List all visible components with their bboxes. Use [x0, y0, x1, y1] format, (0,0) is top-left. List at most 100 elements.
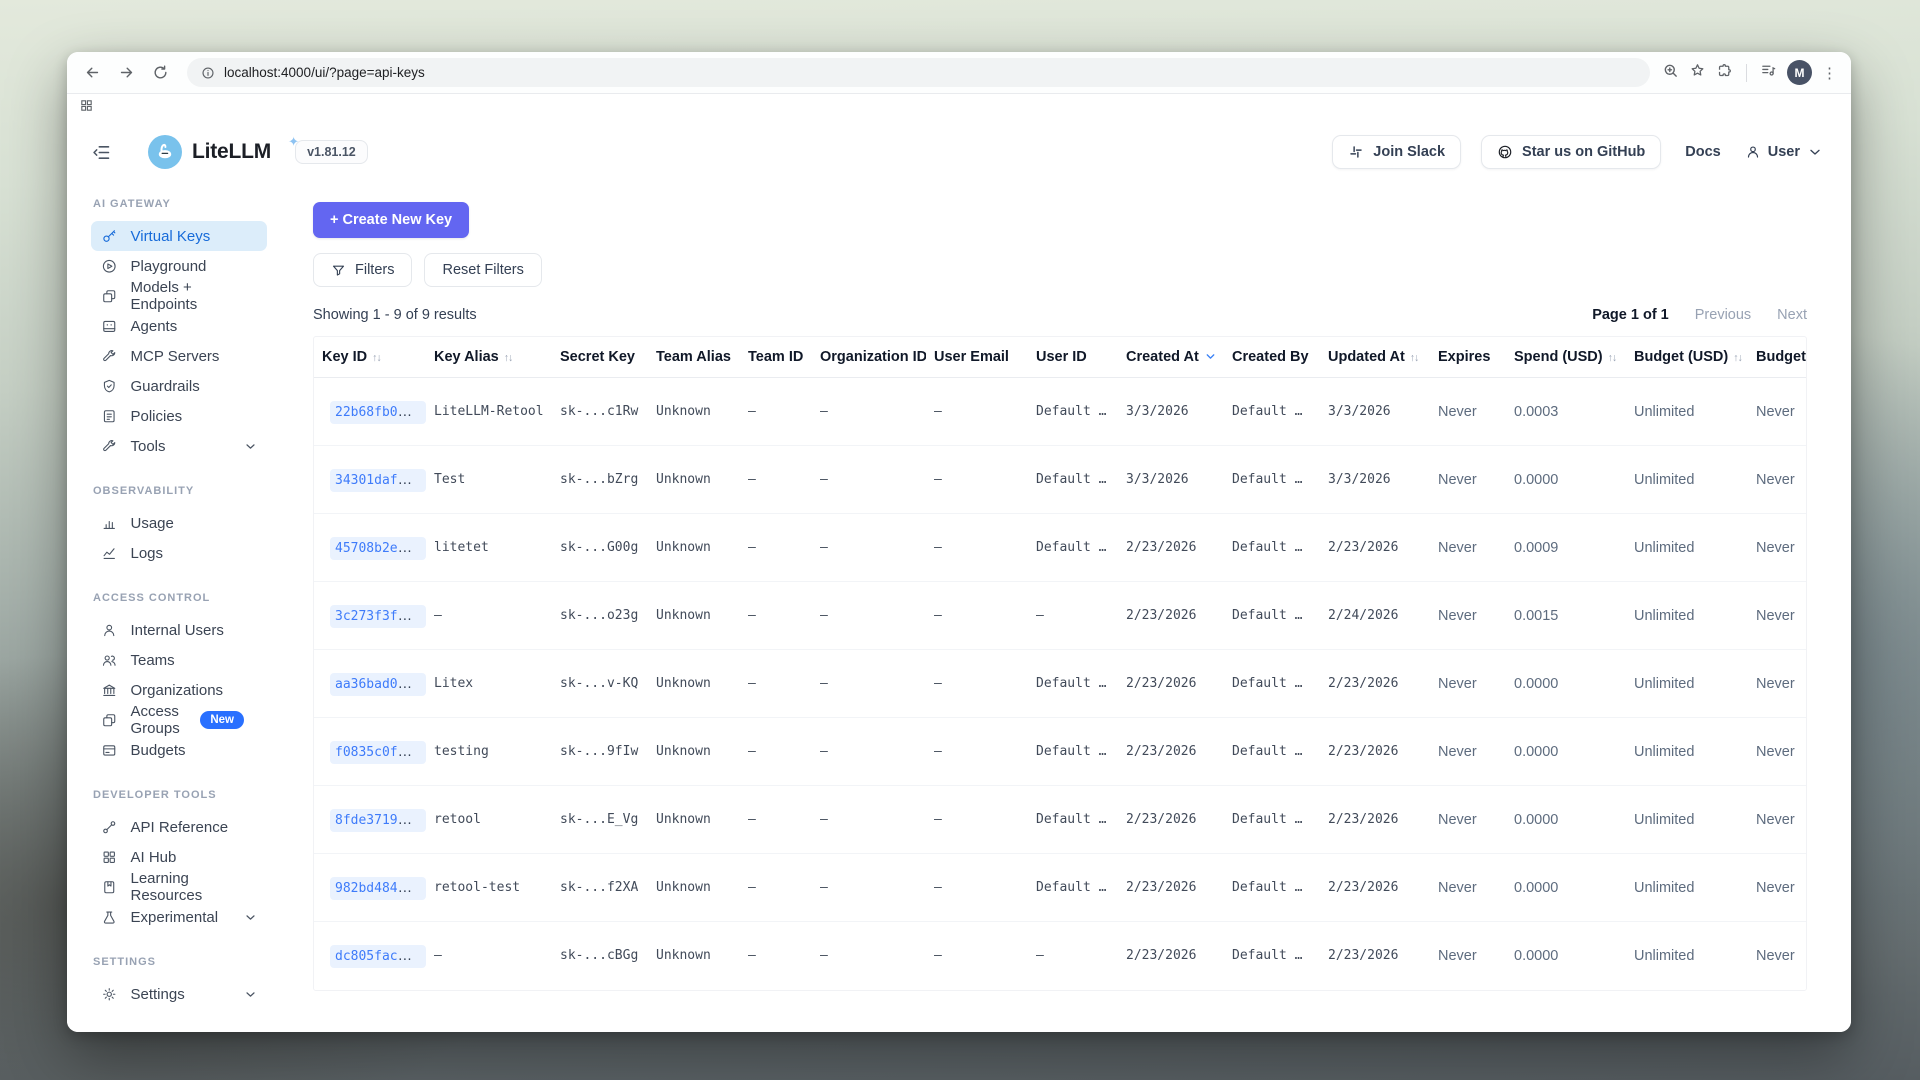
column-header-team-id[interactable]: Team ID	[740, 337, 812, 378]
sidebar-item-logs[interactable]: Logs	[91, 538, 267, 568]
sort-updown-icon[interactable]: ↑↓	[372, 352, 381, 364]
book-icon	[101, 879, 118, 896]
column-header-user-id[interactable]: User ID	[1028, 337, 1118, 378]
sidebar-item-ai-hub[interactable]: AI Hub	[91, 842, 267, 872]
media-controls-icon[interactable]	[1760, 62, 1777, 84]
cell-user-id: –	[1028, 581, 1118, 650]
column-header-expires[interactable]: Expires	[1430, 337, 1506, 378]
flask-icon	[101, 909, 118, 926]
docs-link[interactable]: Docs	[1685, 144, 1721, 160]
sidebar-item-usage[interactable]: Usage	[91, 508, 267, 538]
zoom-icon[interactable]	[1662, 62, 1679, 84]
column-header-created-at[interactable]: Created At	[1118, 337, 1224, 378]
sidebar-item-label: Playground	[130, 257, 207, 275]
key-id-link[interactable]: 22b68fb0f0…	[330, 400, 426, 424]
sidebar-item-budgets[interactable]: Budgets	[91, 735, 267, 765]
bookmark-star-icon[interactable]	[1689, 62, 1706, 84]
sidebar-item-playground[interactable]: Playground	[91, 251, 267, 281]
sidebar-item-tools[interactable]: Tools	[91, 431, 267, 461]
column-header-team-alias[interactable]: Team Alias	[648, 337, 740, 378]
key-id-link[interactable]: 45708b2ee4…	[330, 536, 426, 560]
sidebar-item-experimental[interactable]: Experimental	[91, 902, 267, 932]
browser-menu-icon[interactable]: ⋮	[1822, 64, 1837, 82]
key-id-link[interactable]: 34301daf9f…	[330, 468, 426, 492]
cell-updated-at: 2/23/2026	[1320, 649, 1430, 718]
cell-user-id: –	[1028, 921, 1118, 990]
sidebar-item-models-endpoints[interactable]: Models + Endpoints	[91, 279, 267, 313]
column-header-budget-reset[interactable]: Budget Reset	[1748, 337, 1806, 378]
key-id-link[interactable]: 8fde3719d8…	[330, 808, 426, 832]
cell-expires: Never	[1430, 581, 1506, 650]
create-new-key-button[interactable]: + Create New Key	[313, 202, 470, 238]
sort-updown-icon[interactable]: ↑↓	[1733, 352, 1742, 364]
column-header-secret-key[interactable]: Secret Key	[552, 337, 648, 378]
cell-key-id: 22b68fb0f0…	[314, 377, 426, 446]
section-title: SETTINGS	[93, 956, 157, 968]
column-header-user-email[interactable]: User Email	[926, 337, 1028, 378]
column-header-created-by[interactable]: Created By	[1224, 337, 1320, 378]
key-id-link[interactable]: 982bd484c7…	[330, 876, 426, 900]
user-icon	[101, 622, 118, 639]
cell-budget-reset: Never	[1748, 377, 1806, 446]
sidebar-item-internal-users[interactable]: Internal Users	[91, 615, 267, 645]
cell-team-id: –	[740, 853, 812, 922]
column-header-spend-usd[interactable]: Spend (USD) ↑↓	[1506, 337, 1626, 378]
key-id-link[interactable]: f0835c0f8d…	[330, 740, 426, 764]
sort-updown-icon[interactable]: ↑↓	[1607, 352, 1617, 364]
sidebar-item-organizations[interactable]: Organizations	[91, 675, 267, 705]
sort-updown-icon[interactable]: ↑↓	[503, 352, 513, 364]
browser-profile-avatar[interactable]: M	[1787, 60, 1812, 85]
extensions-icon[interactable]	[1716, 62, 1733, 84]
sidebar-item-access-groups[interactable]: Access Groups New	[91, 703, 267, 737]
sidebar: AI GATEWAY Virtual Keys	[67, 182, 277, 1032]
back-icon[interactable]	[77, 58, 107, 88]
site-info-icon[interactable]	[201, 66, 215, 80]
key-id-link[interactable]: 3c273f3f9b…	[330, 604, 426, 628]
key-icon	[101, 228, 118, 245]
cell-budget: Unlimited	[1626, 513, 1748, 582]
section-title: DEVELOPER TOOLS	[93, 789, 217, 801]
cell-key-id: 45708b2ee4…	[314, 513, 426, 582]
address-bar[interactable]: localhost:4000/ui/?page=api-keys	[187, 58, 1650, 87]
cell-team-alias: Unknown	[648, 445, 740, 514]
next-page-button[interactable]: Next	[1777, 307, 1807, 323]
cell-key-id: 982bd484c7…	[314, 853, 426, 922]
sort-down-icon[interactable]	[1204, 349, 1217, 365]
sidebar-item-settings[interactable]: Settings	[91, 979, 267, 1009]
sidebar-item-label: API Reference	[130, 818, 229, 836]
user-menu[interactable]: User	[1745, 144, 1823, 160]
cell-team-alias: Unknown	[648, 649, 740, 718]
apps-grid-icon[interactable]	[79, 98, 94, 118]
column-header-key-id[interactable]: Key ID ↑↓	[314, 337, 426, 378]
column-header-updated-at[interactable]: Updated At ↑↓	[1320, 337, 1430, 378]
column-header-key-alias[interactable]: Key Alias ↑↓	[426, 337, 552, 378]
column-header-budget-usd[interactable]: Budget (USD) ↑↓	[1626, 337, 1748, 378]
cell-user-email: –	[926, 377, 1028, 446]
sidebar-item-policies[interactable]: Policies	[91, 401, 267, 431]
sort-updown-icon[interactable]: ↑↓	[1409, 352, 1419, 364]
sidebar-item-learning-resources[interactable]: Learning Resources	[91, 870, 267, 904]
cell-created-by: Default …	[1224, 649, 1320, 718]
key-id-link[interactable]: dc805fac7d…	[330, 944, 426, 968]
reload-icon[interactable]	[145, 58, 175, 88]
join-slack-button[interactable]: Join Slack	[1332, 135, 1462, 169]
keys-table: Key ID ↑↓ Key Alias ↑↓ Secret Key	[314, 337, 1806, 990]
sidebar-item-agents[interactable]: Agents	[91, 311, 267, 341]
sidebar-item-virtual-keys[interactable]: Virtual Keys	[91, 221, 267, 251]
previous-page-button[interactable]: Previous	[1694, 307, 1752, 323]
sidebar-item-teams[interactable]: Teams	[91, 645, 267, 675]
cell-updated-at: 2/24/2026	[1320, 581, 1430, 650]
table-row: 982bd484c7… retool-test sk-...f2XA Unkno…	[314, 853, 1806, 922]
forward-icon[interactable]	[111, 58, 141, 88]
reset-filters-button[interactable]: Reset Filters	[424, 253, 542, 287]
column-header-organization-id[interactable]: Organization ID	[812, 337, 926, 378]
star-github-button[interactable]: Star us on GitHub	[1481, 135, 1662, 169]
table-row: 22b68fb0f0… LiteLLM-Retool sk-...c1Rw Un…	[314, 377, 1806, 446]
sidebar-item-api-reference[interactable]: API Reference	[91, 812, 267, 842]
key-id-link[interactable]: aa36bad046…	[330, 672, 426, 696]
cell-spend: 0.0015	[1506, 581, 1626, 650]
sidebar-item-mcp-servers[interactable]: MCP Servers	[91, 341, 267, 371]
sidebar-collapse-icon[interactable]	[91, 142, 112, 163]
filters-button[interactable]: Filters	[313, 253, 413, 287]
sidebar-item-guardrails[interactable]: Guardrails	[91, 371, 267, 401]
